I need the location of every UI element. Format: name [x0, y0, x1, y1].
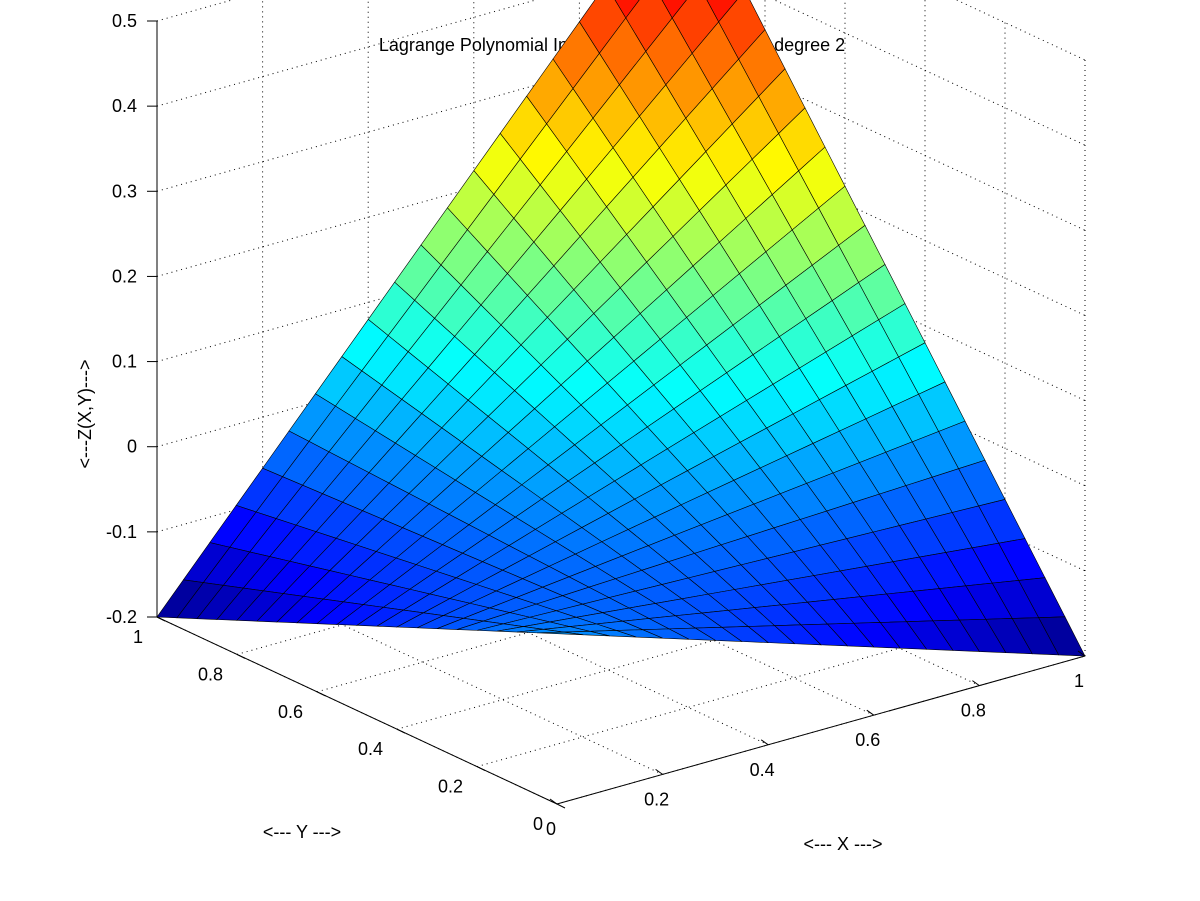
- y-tick-mark: [236, 653, 246, 659]
- surface-patch: [536, 631, 584, 636]
- y-tick-label: 0.4: [358, 739, 383, 759]
- x-tick-mark: [1077, 650, 1086, 657]
- z-tick-label: 0.5: [112, 11, 137, 31]
- surface-mesh: [156, 0, 1086, 657]
- surface-patch: [661, 0, 687, 19]
- z-tick-label: 0.4: [112, 96, 137, 116]
- z-tick-label: -0.1: [106, 522, 137, 542]
- y-axis-line: [156, 616, 558, 805]
- wall-gridline-z: [684, 42, 1086, 231]
- floor-gridline-x: [262, 586, 663, 775]
- y-tick-mark: [556, 803, 566, 809]
- y-tick-label: 0.2: [438, 777, 463, 797]
- y-tick-mark: [476, 766, 486, 772]
- z-tick-label: -0.2: [106, 607, 137, 627]
- x-axis-line: [556, 655, 1086, 805]
- floor-gridline-x: [367, 557, 769, 746]
- x-tick-label: 0.6: [855, 730, 880, 750]
- axis-ticks: 00.20.40.60.8100.20.40.60.81-0.2-0.100.1…: [106, 11, 1086, 839]
- y-axis-label: <--- Y --->: [263, 822, 341, 842]
- y-tick-label: 0.6: [278, 702, 303, 722]
- x-tick-mark: [972, 680, 980, 687]
- z-tick-label: 0.1: [112, 352, 137, 372]
- y-tick-mark: [156, 616, 166, 622]
- surface-patch: [614, 0, 640, 19]
- x-tick-mark: [866, 709, 875, 716]
- wall-gridline-z: [773, 0, 1086, 146]
- axes-box: [156, 21, 1086, 805]
- y-tick-label: 1: [133, 627, 143, 647]
- z-tick-label: 0.3: [112, 181, 137, 201]
- x-tick-label: 0.8: [961, 701, 986, 721]
- y-tick-mark: [396, 728, 406, 734]
- x-tick-label: 0.2: [644, 789, 669, 809]
- x-tick-mark: [549, 798, 558, 805]
- z-axis-label: <---Z(X,Y)--->: [75, 360, 95, 469]
- y-tick-label: 0.8: [198, 664, 223, 684]
- x-tick-label: 1: [1074, 671, 1084, 691]
- y-tick-label: 0: [533, 814, 543, 834]
- x-tick-label: 0.4: [750, 760, 775, 780]
- z-tick-label: 0: [127, 437, 137, 457]
- x-tick-mark: [760, 739, 769, 746]
- x-axis-label: <--- X --->: [804, 834, 883, 854]
- x-tick-label: 0: [546, 819, 556, 839]
- x-tick-mark: [655, 768, 663, 775]
- z-tick-label: 0.2: [112, 266, 137, 286]
- wall-gridline-z: [684, 127, 1086, 316]
- y-tick-mark: [316, 691, 326, 697]
